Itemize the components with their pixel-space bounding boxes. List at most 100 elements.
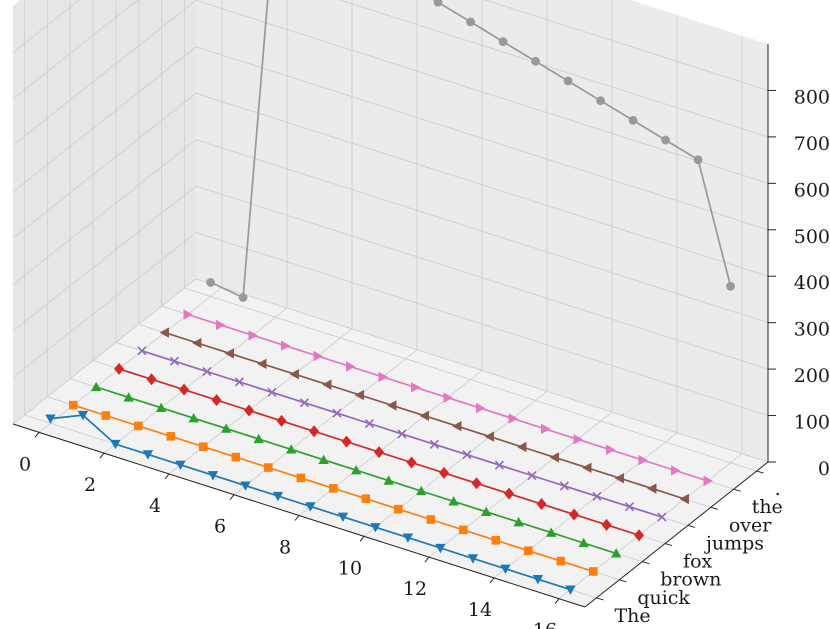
row-tick-label: The xyxy=(614,605,650,627)
data-point xyxy=(206,278,215,287)
data-point xyxy=(309,425,320,438)
series-row-7 xyxy=(206,0,735,302)
data-point xyxy=(433,0,443,7)
data-point xyxy=(253,433,264,444)
data-point xyxy=(565,585,576,595)
data-point xyxy=(491,536,501,545)
row-tick-mark xyxy=(619,579,627,583)
data-point xyxy=(281,340,291,351)
x-tick-label: 12 xyxy=(403,578,427,600)
data-point xyxy=(484,431,494,442)
data-point xyxy=(466,17,475,27)
row-tick-label: quick xyxy=(637,587,690,609)
data-point xyxy=(536,498,547,511)
z-gridline xyxy=(195,185,769,370)
data-point xyxy=(240,481,251,491)
data-point xyxy=(137,346,147,356)
row-tick-label: fox xyxy=(683,551,712,573)
data-point xyxy=(429,439,440,449)
row-tick-mark xyxy=(664,543,673,547)
data-point xyxy=(406,456,417,469)
z-tick-label: 300 xyxy=(794,319,830,341)
data-point xyxy=(545,527,557,537)
data-point xyxy=(387,400,397,411)
data-point xyxy=(657,512,667,522)
data-point xyxy=(234,377,245,387)
data-point xyxy=(563,76,573,86)
x-tick-mark xyxy=(554,598,560,604)
data-point xyxy=(524,546,533,555)
data-point xyxy=(179,383,190,396)
z-tick-label: 500 xyxy=(794,226,830,248)
x-tick-label: 2 xyxy=(84,474,96,496)
data-point xyxy=(467,554,479,564)
data-point xyxy=(350,464,362,475)
data-point xyxy=(264,463,273,472)
z-gridline xyxy=(12,139,197,286)
series-row-4 xyxy=(137,346,667,522)
z-gridline xyxy=(12,0,139,100)
data-point xyxy=(159,327,169,338)
series-row-1 xyxy=(69,400,598,576)
data-point xyxy=(276,414,287,427)
x-tick-label: 4 xyxy=(149,495,161,517)
x-tick-label: 16 xyxy=(533,620,557,629)
row-tick-mark xyxy=(756,470,764,474)
x-tick-mark xyxy=(424,556,430,563)
data-point xyxy=(238,293,248,302)
data-point xyxy=(322,379,332,390)
z-gridline xyxy=(12,185,197,332)
series-row-6 xyxy=(183,309,713,487)
data-point xyxy=(248,330,258,341)
data-point xyxy=(415,485,427,496)
data-point xyxy=(614,472,624,484)
data-point xyxy=(556,556,566,566)
z-gridline xyxy=(12,232,197,378)
data-point xyxy=(541,423,551,435)
data-point xyxy=(726,281,735,291)
x-tick-label: 8 xyxy=(279,537,291,559)
row-tick-mark xyxy=(710,506,718,510)
z-gridline xyxy=(195,139,769,324)
row-gridline xyxy=(184,287,757,472)
z-gridline xyxy=(195,46,769,231)
data-point xyxy=(272,491,284,502)
data-point xyxy=(216,319,226,331)
data-point xyxy=(220,423,232,433)
data-point xyxy=(211,394,222,407)
data-point xyxy=(500,564,511,575)
z-gridline xyxy=(12,46,197,193)
row-tick-mark xyxy=(733,488,741,492)
data-point xyxy=(397,429,407,439)
data-point xyxy=(101,411,111,420)
data-point xyxy=(419,410,429,422)
x-tick-label: 0 xyxy=(19,453,31,475)
data-point xyxy=(448,496,459,506)
data-point xyxy=(517,441,527,453)
z-tick-label: 0 xyxy=(818,458,830,480)
data-point xyxy=(289,369,299,380)
data-point xyxy=(374,446,385,459)
data-point xyxy=(569,508,580,521)
data-point xyxy=(592,491,602,501)
row-tick-label: . xyxy=(775,478,781,500)
data-point xyxy=(231,452,241,462)
data-point xyxy=(596,96,605,106)
data-point xyxy=(498,37,508,47)
row-tick-mark xyxy=(642,561,650,565)
z-gridline xyxy=(12,92,197,239)
row-tick-label: jumps xyxy=(704,532,764,554)
z-gridline xyxy=(338,0,769,138)
data-point xyxy=(532,575,544,585)
z-gridline xyxy=(483,0,769,91)
x-tick-mark xyxy=(34,432,40,438)
x-tick-mark xyxy=(359,535,365,542)
data-point xyxy=(370,523,381,533)
data-point xyxy=(610,548,622,558)
data-point xyxy=(439,466,450,479)
data-point xyxy=(411,382,421,393)
z-gridline xyxy=(12,278,197,425)
data-point xyxy=(346,361,356,372)
data-point xyxy=(123,392,134,402)
